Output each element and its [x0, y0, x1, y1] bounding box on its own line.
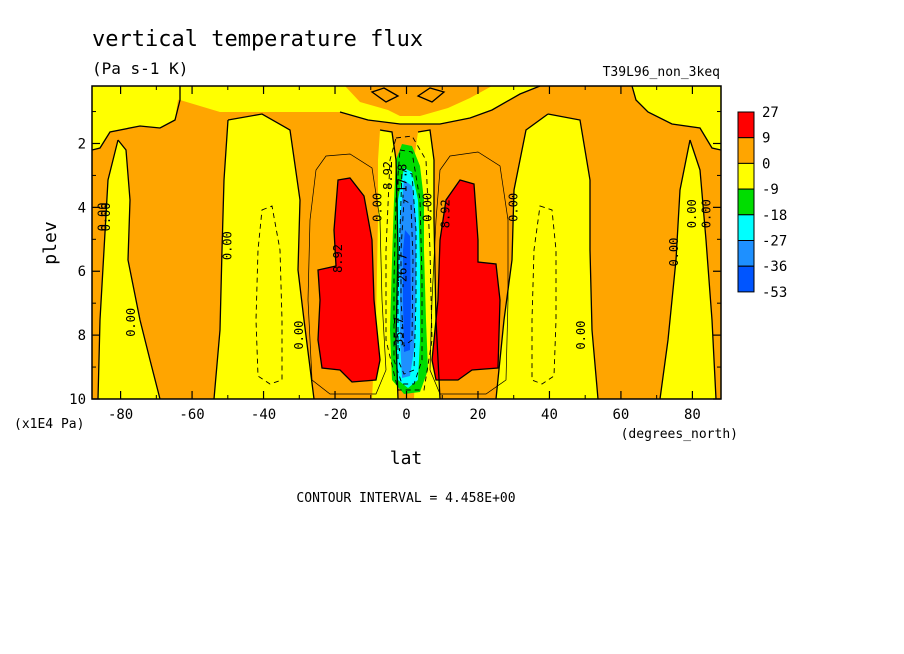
legend-level-label: -53	[762, 285, 787, 301]
contour-label: 0.00	[699, 199, 713, 228]
y-tick-label: 2	[78, 136, 86, 152]
x-tick-label: -60	[179, 407, 204, 423]
field-yellow-ne-corner	[632, 86, 721, 150]
contour-label: 0.00	[95, 202, 109, 231]
contour-label: 0.00	[685, 199, 699, 228]
field-yellow-nw-corner	[92, 86, 180, 150]
x-tick-label: 20	[470, 407, 487, 423]
plot-area: 0.000.000.000.000.008.920.008.92 -17.8-26…	[92, 86, 721, 399]
contour-label: 0.00	[370, 193, 384, 222]
legend-level-label: -27	[762, 234, 787, 250]
legend-swatch	[737, 240, 755, 267]
dashed-contours	[255, 135, 557, 391]
x-axis-label: lat	[390, 448, 423, 469]
contour-label: 8.92	[331, 244, 345, 273]
color-legend: 27 9 0 -9 -18 -27 -36 -53	[737, 105, 787, 301]
legend-level-label: -18	[762, 208, 787, 224]
x-tick-label: 60	[613, 407, 630, 423]
x-axis: -80 -60 -40 -20 0 20 40 60 80	[108, 86, 701, 423]
x-tick-label: -20	[322, 407, 347, 423]
contour-label: 8.92	[381, 161, 395, 190]
x-units-label: (degrees_north)	[621, 427, 738, 442]
contour-label: 0.00	[292, 321, 306, 350]
contour-label: -17.8	[396, 164, 410, 200]
contour-label: -35.7	[392, 317, 406, 353]
solid-contours	[92, 86, 721, 399]
x-tick-label: 40	[541, 407, 558, 423]
y-tick-label: 10	[69, 392, 86, 408]
contour-label: 0.00	[124, 308, 138, 337]
y-tick-label: 4	[78, 200, 86, 216]
contour-label: 0.00	[506, 193, 520, 222]
contour-labels: 0.000.000.000.000.008.920.008.92 -17.8-26…	[95, 161, 713, 353]
contour-label: 8.92	[438, 199, 452, 228]
contour-label: 0.00	[574, 321, 588, 350]
contour-label: 0.00	[220, 231, 234, 260]
x-tick-label: -40	[251, 407, 276, 423]
field-red-west	[318, 178, 380, 382]
x-tick-label: 80	[684, 407, 701, 423]
field-yellow-west-lobe	[214, 114, 314, 399]
legend-level-label: -36	[762, 259, 787, 275]
legend-swatch	[737, 162, 755, 190]
legend-level-label: -9	[762, 182, 779, 198]
contour-label: 0.00	[99, 202, 113, 231]
field-yellow-east-lobe	[496, 114, 598, 399]
field-yellow-top	[92, 86, 540, 124]
contour-label: 0.00	[421, 193, 435, 222]
contour-label: 0.00	[667, 238, 681, 267]
legend-swatch	[737, 111, 755, 139]
legend-swatch	[737, 188, 755, 216]
chart-title: vertical temperature flux	[92, 27, 423, 52]
contour-interval-note: CONTOUR INTERVAL = 4.458E+00	[296, 491, 515, 506]
run-label: T39L96_non_3keq	[603, 65, 720, 80]
legend-level-label: 0	[762, 156, 770, 172]
y-units-label: (x1E4 Pa)	[14, 417, 84, 432]
field-red-east	[432, 180, 500, 380]
x-tick-label: -80	[108, 407, 133, 423]
legend-swatch	[737, 137, 755, 164]
y-tick-label: 8	[78, 328, 86, 344]
legend-level-label: 9	[762, 131, 770, 147]
x-tick-label: 0	[402, 407, 410, 423]
field-yellow-east-strip	[660, 140, 716, 399]
field-yellow-west-strip	[98, 140, 160, 399]
chart-subtitle: (Pa s-1 K)	[92, 59, 188, 78]
legend-swatch	[737, 265, 755, 293]
y-axis: 2 4 6 8 10	[69, 111, 721, 408]
legend-level-label: 27	[762, 105, 779, 121]
y-axis-label: plev	[40, 221, 61, 264]
contour-label: -26.7	[396, 253, 410, 289]
legend-swatch	[737, 214, 755, 242]
y-tick-label: 6	[78, 264, 86, 280]
field-darkblue-core	[403, 230, 411, 352]
thin-contours	[307, 151, 509, 395]
